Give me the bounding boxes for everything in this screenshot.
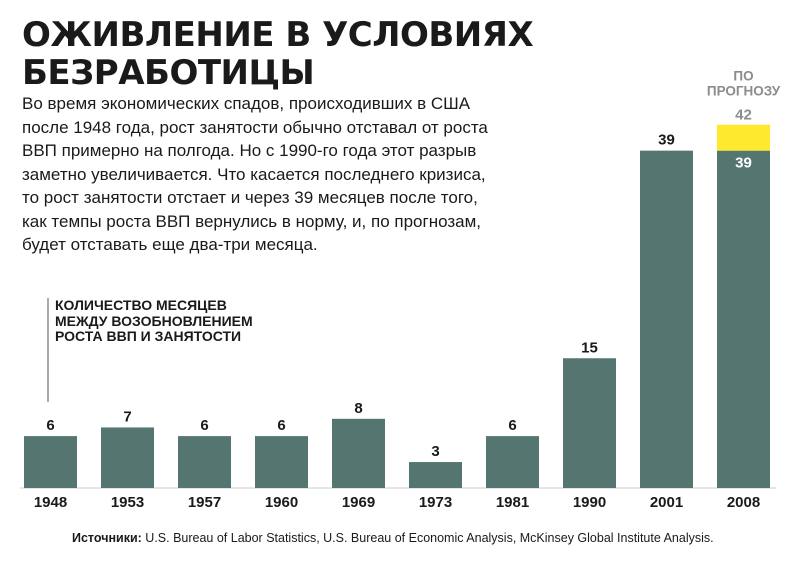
bar-1960 bbox=[255, 436, 308, 488]
bar-1957 bbox=[178, 436, 231, 488]
bar-1948 bbox=[24, 436, 77, 488]
x-tick-label-1981: 1981 bbox=[496, 494, 529, 511]
forecast-label-line: ПРОГНОЗУ bbox=[707, 84, 781, 99]
value-label-1948: 6 bbox=[46, 417, 54, 434]
x-tick-label-1973: 1973 bbox=[419, 494, 452, 511]
x-tick-label-1957: 1957 bbox=[188, 494, 221, 511]
forecast-value-label: 42 bbox=[735, 107, 752, 124]
x-tick-label-1953: 1953 bbox=[111, 494, 144, 511]
value-label-1960: 6 bbox=[277, 417, 285, 434]
bar-1990 bbox=[563, 358, 616, 488]
x-tick-label-1990: 1990 bbox=[573, 494, 606, 511]
forecast-bar-2008 bbox=[717, 124, 770, 151]
x-tick-label-1969: 1969 bbox=[342, 494, 375, 511]
x-tick-label-2008: 2008 bbox=[727, 494, 760, 511]
x-tick-label-1960: 1960 bbox=[265, 494, 298, 511]
bar-1981 bbox=[486, 436, 539, 488]
x-tick-label-1948: 1948 bbox=[34, 494, 67, 511]
bar-2001 bbox=[640, 150, 693, 488]
value-label-2001: 39 bbox=[658, 132, 675, 149]
value-label-1981: 6 bbox=[508, 417, 516, 434]
source-label: Источники: bbox=[72, 531, 142, 545]
bar-2008 bbox=[717, 150, 770, 488]
chart-title: ОЖИВЛЕНИЕ В УСЛОВИЯХ БЕЗРАБОТИЦЫ bbox=[22, 15, 534, 93]
x-tick-label-2001: 2001 bbox=[650, 494, 683, 511]
value-label-1990: 15 bbox=[581, 339, 598, 356]
forecast-label-line: ПО bbox=[733, 69, 753, 84]
bar-1953 bbox=[101, 427, 154, 488]
value-label-2008: 39 bbox=[735, 155, 752, 172]
source-text: U.S. Bureau of Labor Statistics, U.S. Bu… bbox=[141, 531, 714, 545]
bar-1973 bbox=[409, 462, 462, 488]
bar-chart: 6 1948 7 1953 6 1957 6 1960 8 1969 3 1973 6 1981 15 199… bbox=[20, 69, 781, 511]
value-label-1969: 8 bbox=[354, 400, 362, 417]
value-label-1957: 6 bbox=[200, 417, 208, 434]
bar-1969 bbox=[332, 418, 385, 488]
bars-group: 6 1948 7 1953 6 1957 6 1960 8 1969 3 1973 6 1981 15 199… bbox=[24, 69, 781, 511]
value-label-1973: 3 bbox=[431, 443, 439, 460]
value-label-1953: 7 bbox=[123, 408, 131, 425]
intro-text: Во время экономических спадов, происходи… bbox=[22, 94, 488, 254]
source-note: Источники: U.S. Bureau of Labor Statisti… bbox=[72, 531, 714, 545]
y-axis-label: КОЛИЧЕСТВО МЕСЯЦЕВ МЕЖДУ ВОЗОБНОВЛЕНИЕМ … bbox=[55, 297, 253, 344]
